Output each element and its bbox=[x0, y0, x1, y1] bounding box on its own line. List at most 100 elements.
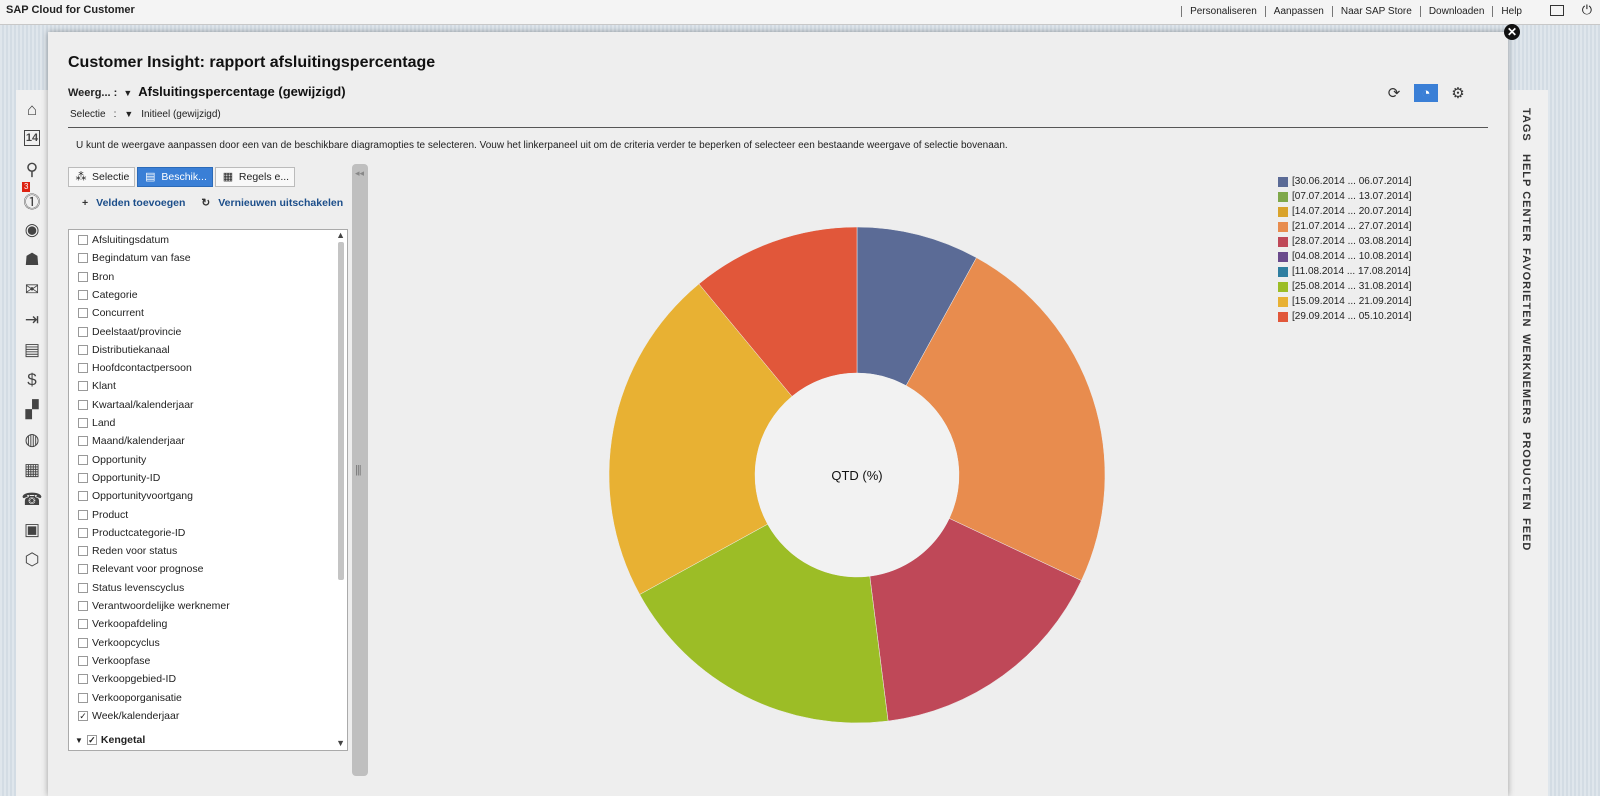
checkbox[interactable] bbox=[78, 289, 88, 300]
checkbox[interactable] bbox=[78, 235, 88, 245]
checkbox[interactable] bbox=[78, 344, 88, 355]
checkbox[interactable] bbox=[78, 692, 88, 703]
field-item[interactable]: Concurrent bbox=[78, 307, 144, 319]
link-personaliseren[interactable]: Personaliseren bbox=[1181, 6, 1265, 17]
link-sap-store[interactable]: Naar SAP Store bbox=[1331, 6, 1420, 17]
link-help[interactable]: Help bbox=[1492, 6, 1530, 17]
checkbox[interactable] bbox=[78, 491, 88, 502]
checkbox[interactable]: ✓ bbox=[86, 735, 97, 745]
field-item[interactable]: Relevant voor prognose bbox=[78, 563, 204, 575]
search-icon[interactable]: ⚲ bbox=[25, 160, 39, 179]
checkbox[interactable] bbox=[78, 564, 88, 575]
tab-werknemers[interactable]: WERKNEMERS bbox=[1520, 334, 1532, 425]
checkbox[interactable] bbox=[78, 253, 88, 264]
link-downloaden[interactable]: Downloaden bbox=[1419, 6, 1493, 17]
checkbox[interactable] bbox=[78, 454, 88, 465]
field-item[interactable]: Verkoopgebied-ID bbox=[78, 673, 176, 685]
home-icon[interactable]: ⌂ bbox=[26, 100, 38, 119]
tab-favorieten[interactable]: FAVORIETEN bbox=[1520, 248, 1532, 328]
field-item[interactable]: Klant bbox=[78, 380, 116, 392]
chart-view-icon[interactable]: ◔ bbox=[1414, 84, 1438, 102]
field-item[interactable]: Verkooporganisatie bbox=[78, 692, 182, 704]
field-item[interactable]: Kwartaal/kalenderjaar bbox=[78, 399, 194, 411]
field-item[interactable]: Opportunity-ID bbox=[78, 472, 160, 484]
mail-icon[interactable]: ✉ bbox=[24, 280, 40, 299]
field-item[interactable]: Distributiekanaal bbox=[78, 344, 170, 356]
field-item[interactable]: Verkoopcyclus bbox=[78, 637, 160, 649]
close-icon[interactable]: ✕ bbox=[1504, 24, 1520, 40]
checkbox[interactable] bbox=[78, 363, 88, 374]
scrollbar-thumb[interactable] bbox=[338, 242, 344, 580]
chevron-down-icon[interactable]: ▼ bbox=[123, 88, 133, 98]
caret-down-icon[interactable]: ▼ bbox=[75, 735, 83, 745]
tab-help-center[interactable]: HELP CENTER bbox=[1520, 154, 1532, 243]
checkbox[interactable] bbox=[78, 619, 88, 630]
checkbox[interactable] bbox=[78, 436, 88, 447]
field-item[interactable]: Verantwoordelijke werknemer bbox=[78, 600, 230, 612]
tab-feed[interactable]: FEED bbox=[1520, 518, 1532, 552]
checkbox[interactable] bbox=[78, 399, 88, 410]
box-icon[interactable]: ⬡ bbox=[24, 550, 40, 569]
power-icon[interactable]: ⏻ bbox=[1581, 2, 1592, 17]
checkbox[interactable] bbox=[78, 637, 88, 648]
person-icon[interactable]: ◉ bbox=[24, 220, 40, 239]
field-item[interactable]: ✓ Week/kalenderjaar bbox=[78, 710, 179, 722]
window-icon[interactable] bbox=[1550, 5, 1564, 16]
globe-icon[interactable]: ◍ bbox=[24, 430, 40, 449]
refresh-toggle-button[interactable]: ↻ Vernieuwen uitschakelen bbox=[201, 197, 343, 209]
field-item[interactable]: Begindatum van fase bbox=[78, 252, 191, 264]
field-item[interactable]: Afsluitingsdatum bbox=[78, 234, 169, 246]
checkbox[interactable] bbox=[78, 509, 88, 520]
tab-producten[interactable]: PRODUCTEN bbox=[1520, 432, 1532, 511]
selection-select[interactable]: Initieel (gewijzigd) bbox=[141, 109, 221, 120]
field-item[interactable]: Bron bbox=[78, 271, 114, 283]
field-item[interactable]: Deelstaat/provincie bbox=[78, 326, 181, 338]
tab-tags[interactable]: TAGS bbox=[1520, 108, 1532, 142]
field-item[interactable]: Product bbox=[78, 509, 128, 521]
checkbox[interactable] bbox=[78, 472, 88, 483]
checkbox[interactable] bbox=[78, 271, 88, 282]
checkbox[interactable] bbox=[78, 655, 88, 666]
checkbox[interactable]: ✓ bbox=[78, 710, 88, 721]
phone-book-icon[interactable]: ☎ bbox=[21, 490, 43, 509]
dollar-icon[interactable]: $ bbox=[27, 370, 37, 389]
field-item[interactable]: Verkoopafdeling bbox=[78, 618, 167, 630]
group-kengetal[interactable]: ▼ ✓ Kengetal bbox=[75, 734, 145, 746]
tab-beschikbaar[interactable]: ▤ Beschik... bbox=[137, 167, 213, 187]
people-icon[interactable]: ☗ bbox=[24, 250, 40, 269]
field-item[interactable]: Verkoopfase bbox=[78, 655, 150, 667]
checkbox[interactable] bbox=[78, 601, 88, 611]
calendar-icon[interactable]: ▦ bbox=[23, 460, 41, 479]
scroll-down-icon[interactable]: ▼ bbox=[336, 738, 345, 748]
alert-icon[interactable]: ⓵ bbox=[23, 192, 41, 212]
tab-regels[interactable]: ▦ Regels e... bbox=[214, 167, 296, 187]
checkbox[interactable] bbox=[78, 527, 88, 538]
sales-icon[interactable]: ⇥ bbox=[24, 310, 40, 329]
checkbox[interactable] bbox=[78, 326, 88, 337]
field-item[interactable]: Status levenscyclus bbox=[78, 582, 184, 594]
checkbox[interactable] bbox=[78, 381, 88, 392]
field-item[interactable]: Opportunityvoortgang bbox=[78, 490, 193, 502]
field-item[interactable]: Productcategorie-ID bbox=[78, 527, 185, 539]
chevron-down-icon[interactable]: ▼ bbox=[124, 109, 134, 119]
add-fields-button[interactable]: + Velden toevoegen bbox=[82, 197, 185, 209]
refresh-icon[interactable]: ⟳ bbox=[1387, 85, 1401, 102]
checkbox[interactable] bbox=[78, 582, 88, 593]
field-item[interactable]: Opportunity bbox=[78, 454, 146, 466]
field-item[interactable]: Hoofdcontactpersoon bbox=[78, 362, 192, 374]
view-select[interactable]: Afsluitingspercentage (gewijzigd) bbox=[138, 84, 346, 99]
panel-splitter[interactable]: ◂◂ ||| bbox=[352, 164, 368, 776]
checkbox[interactable] bbox=[78, 418, 88, 428]
field-item[interactable]: Reden voor status bbox=[78, 545, 177, 557]
collapse-icon[interactable]: ◂◂ bbox=[355, 168, 365, 178]
chart-person-icon[interactable]: ▞ bbox=[25, 400, 39, 419]
checkbox[interactable] bbox=[78, 308, 88, 319]
checkbox[interactable] bbox=[78, 546, 88, 557]
clipboard-icon[interactable]: ▣ bbox=[23, 520, 41, 539]
calendar-14-icon[interactable]: 14 bbox=[24, 130, 40, 146]
link-aanpassen[interactable]: Aanpassen bbox=[1264, 6, 1332, 17]
tab-selectie[interactable]: ⁂ Selectie bbox=[68, 167, 136, 187]
field-list[interactable]: ▲ ▼ ▼ ✓ Kengetal Afsluitingsdatum Beginda… bbox=[68, 229, 348, 751]
field-item[interactable]: Categorie bbox=[78, 289, 138, 301]
field-item[interactable]: Maand/kalenderjaar bbox=[78, 435, 185, 447]
